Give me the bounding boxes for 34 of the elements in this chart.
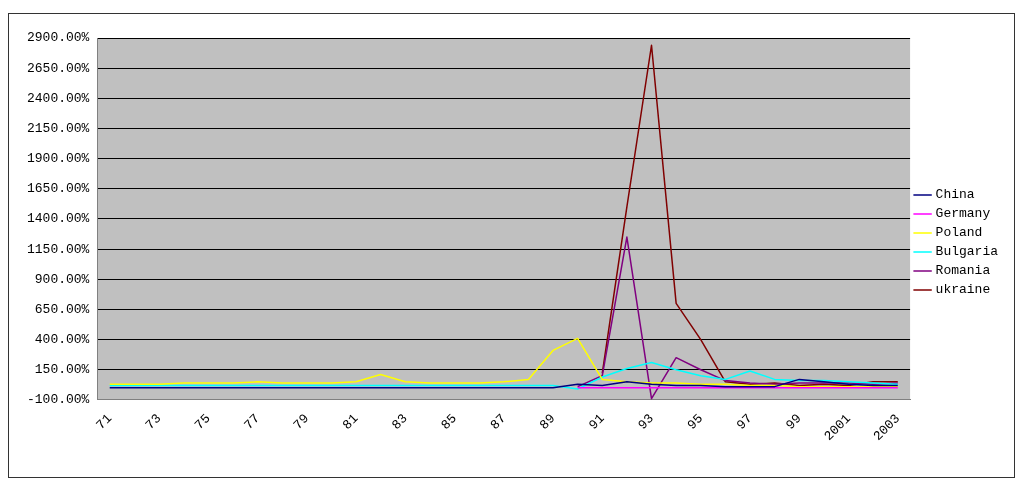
legend-label: Romania (935, 263, 991, 279)
y-tick-label: 1650.00% (26, 181, 90, 197)
x-tick-label: 73 (142, 411, 165, 433)
y-tick-label: 2650.00% (26, 60, 90, 76)
x-tick-label: 95 (684, 411, 707, 433)
y-tick-label: 2400.00% (26, 90, 90, 106)
y-tick-label: 900.00% (34, 271, 90, 287)
x-tick-label: 99 (782, 411, 805, 433)
x-tick-label: 91 (585, 410, 608, 433)
x-tick-label: 87 (487, 411, 510, 433)
legend-label: Bulgaria (935, 244, 999, 260)
legend-label: ukraine (935, 282, 991, 298)
y-tick-label: 150.00% (34, 362, 90, 378)
x-tick-label: 97 (733, 411, 756, 433)
y-tick-label: -100.00% (26, 392, 90, 408)
x-tick-label: 79 (290, 411, 312, 433)
y-tick-label: 650.00% (34, 301, 90, 317)
y-tick-label: 1150.00% (26, 241, 90, 257)
x-tick-label: 89 (536, 411, 559, 433)
y-tick-label: 2900.00% (26, 30, 90, 46)
y-tick-label: 1900.00% (26, 151, 90, 167)
y-tick-label: 400.00% (34, 332, 90, 348)
legend-label: Germany (935, 206, 991, 222)
x-tick-label: 93 (635, 411, 657, 433)
x-tick-label: 75 (191, 411, 214, 433)
legend-label: Poland (935, 225, 983, 241)
y-tick-label: 1400.00% (26, 211, 90, 227)
x-tick-label: 85 (438, 411, 460, 433)
legend-label: China (935, 187, 975, 203)
y-tick-label: 2150.00% (26, 120, 90, 136)
x-tick-label: 81 (339, 410, 362, 433)
x-tick-label: 77 (241, 411, 263, 433)
x-tick-label: 83 (388, 411, 411, 433)
x-tick-label: 71 (93, 410, 116, 433)
